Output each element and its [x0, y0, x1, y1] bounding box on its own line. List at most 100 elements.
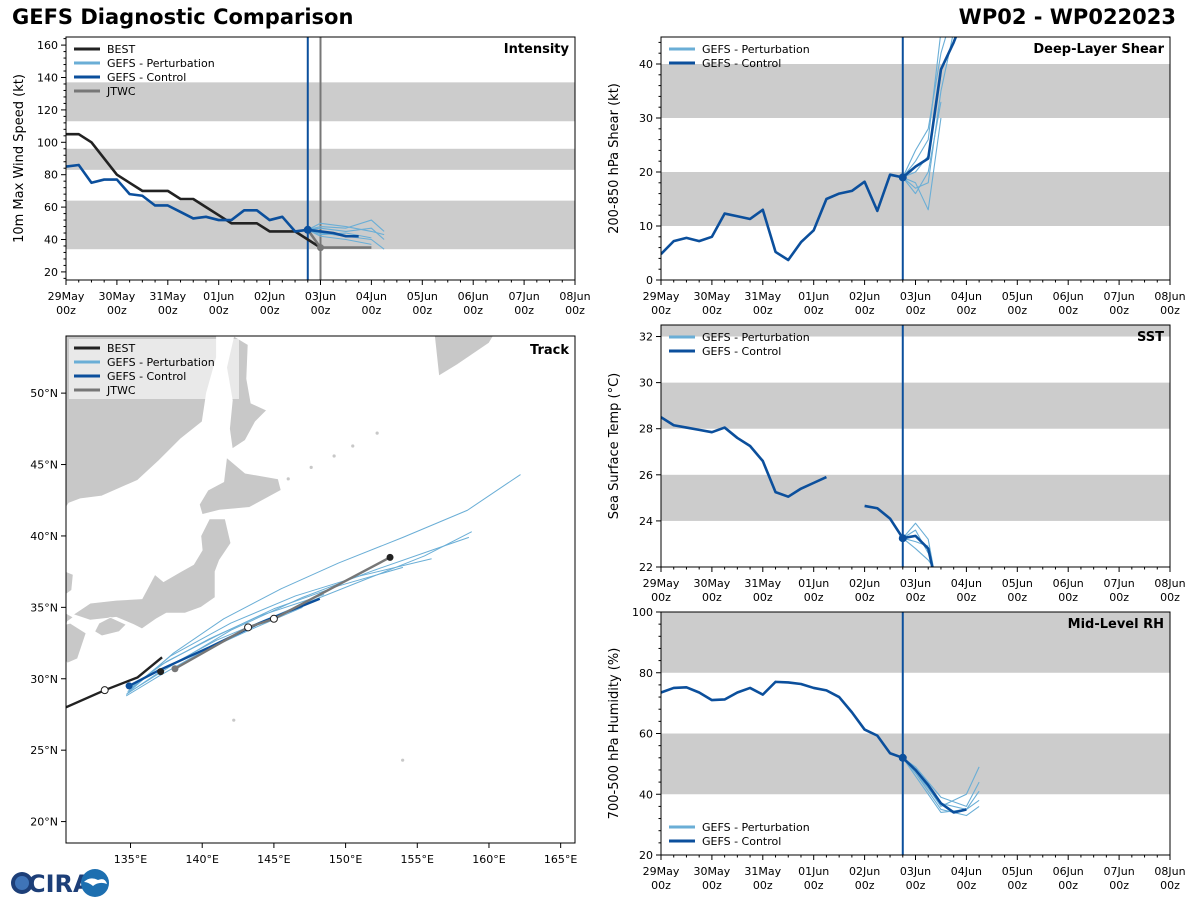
x-tick-label-date: 06Jun [1053, 290, 1084, 303]
perturbation-member-line [902, 37, 941, 178]
y-tick-label: 30 [639, 112, 653, 125]
perturbation-member-line [307, 219, 385, 232]
threshold-band [661, 382, 1170, 429]
korea-tip-landmass [66, 612, 74, 628]
legend-label: GEFS - Control [107, 370, 186, 383]
y-tick-label: 24 [639, 515, 653, 528]
x-tick-label-date: 08Jun [1154, 865, 1185, 878]
jtwc-init-marker [317, 244, 324, 252]
figure-title: GEFS Diagnostic Comparison [12, 5, 354, 29]
island-dot [351, 444, 355, 448]
island-dot [309, 465, 313, 469]
legend-label: JTWC [106, 85, 136, 98]
rh-panel: 2040608010029May00z30May00z31May00z01Jun… [607, 606, 1186, 892]
perturbation-member-line [902, 37, 947, 178]
x-tick-label-date: 31May [744, 865, 781, 878]
storm-id: WP02 - WP022023 [958, 5, 1176, 29]
shear-plot-area [661, 37, 1170, 280]
threshold-band [661, 172, 1170, 226]
x-tick-label-date: 04Jun [951, 577, 982, 590]
gefs-controlline [661, 680, 967, 814]
intensity-plot-area [66, 37, 575, 280]
x-tick-label-hour: 00z [753, 304, 773, 317]
x-tick-label-hour: 00z [565, 304, 585, 317]
x-tick-label-hour: 00z [855, 304, 875, 317]
x-tick-label-hour: 00z [855, 879, 875, 892]
threshold-band [661, 64, 1170, 118]
x-tick-label-date: 05Jun [1002, 290, 1033, 303]
y-tick-label: 40 [639, 788, 653, 801]
track-map-area [66, 336, 521, 762]
x-tick-label-hour: 00z [362, 304, 382, 317]
latitude-label: 25°N [30, 744, 58, 757]
x-tick-label-date: 03Jun [900, 290, 931, 303]
track-position-marker [157, 668, 165, 676]
perturbation-member-line [902, 522, 934, 567]
track-position-marker [386, 553, 394, 561]
x-tick-label-date: 30May [694, 290, 731, 303]
x-tick-label-date: 08Jun [1154, 290, 1185, 303]
x-tick-label-hour: 00z [651, 879, 671, 892]
y-tick-label: 28 [639, 423, 653, 436]
legend-label: GEFS - Perturbation [702, 331, 810, 344]
longitude-label: 140°E [185, 853, 218, 866]
longitude-label: 150°E [329, 853, 362, 866]
x-tick-label-hour: 00z [702, 879, 722, 892]
x-tick-label-hour: 00z [260, 304, 280, 317]
x-tick-label-date: 03Jun [900, 865, 931, 878]
y-tick-label: 32 [639, 331, 653, 344]
hokkaido-landmass [198, 456, 282, 515]
besttrack [66, 656, 163, 709]
y-tick-label: 26 [639, 469, 653, 482]
x-tick-label-date: 01Jun [798, 290, 829, 303]
x-tick-label-date: 01Jun [798, 865, 829, 878]
cira-logo: CIRA [11, 869, 109, 898]
x-tick-label-hour: 00z [209, 304, 229, 317]
x-tick-label-hour: 00z [463, 304, 483, 317]
jtwcline [306, 229, 372, 249]
y-tick-label: 0 [646, 274, 653, 287]
x-tick-label-date: 01Jun [798, 577, 829, 590]
x-tick-label-date: 07Jun [1104, 865, 1135, 878]
kyushu-landmass [66, 622, 87, 664]
sst-plot-area [661, 325, 1170, 567]
island-dot [286, 477, 290, 481]
threshold-band [661, 325, 1170, 337]
x-tick-label-hour: 00z [702, 591, 722, 604]
panel-title: Intensity [504, 42, 570, 57]
track-panel: 135°E 140°E 145°E 150°E 155°E 160°E 165°E 20°N 2… [30, 335, 577, 866]
rh-plot-area [661, 612, 1170, 855]
x-tick-label-hour: 00z [753, 879, 773, 892]
x-tick-label-date: 30May [99, 290, 136, 303]
y-tick-label: 40 [44, 234, 58, 247]
panel-title: Track [530, 343, 569, 358]
y-tick-label: 80 [639, 667, 653, 680]
y-tick-label: 10 [639, 220, 653, 233]
x-tick-label-date: 02Jun [849, 290, 880, 303]
perturbation-member-line [307, 227, 385, 240]
x-tick-label-date: 05Jun [407, 290, 438, 303]
x-tick-label-hour: 00z [957, 879, 977, 892]
x-tick-label-hour: 00z [651, 591, 671, 604]
legend-label: GEFS - Perturbation [702, 43, 810, 56]
longitude-label: 135°E [114, 853, 147, 866]
x-tick-label-date: 29May [48, 290, 85, 303]
legend-label: JTWC [106, 384, 136, 397]
y-tick-label: 100 [37, 136, 58, 149]
x-tick-label-date: 02Jun [849, 577, 880, 590]
x-tick-label-hour: 00z [514, 304, 534, 317]
x-tick-label-date: 04Jun [951, 865, 982, 878]
x-tick-label-date: 06Jun [458, 290, 489, 303]
x-tick-label-date: 07Jun [1104, 577, 1135, 590]
x-tick-label-hour: 00z [1160, 591, 1180, 604]
control-line [661, 416, 827, 499]
x-tick-label-hour: 00z [906, 591, 926, 604]
x-tick-label-hour: 00z [311, 304, 331, 317]
perturbation-member-line [902, 117, 942, 211]
x-tick-label-hour: 00z [804, 304, 824, 317]
x-tick-label-date: 31May [149, 290, 186, 303]
latitude-label: 40°N [30, 530, 58, 543]
y-tick-label: 22 [639, 561, 653, 574]
x-tick-label-hour: 00z [906, 879, 926, 892]
